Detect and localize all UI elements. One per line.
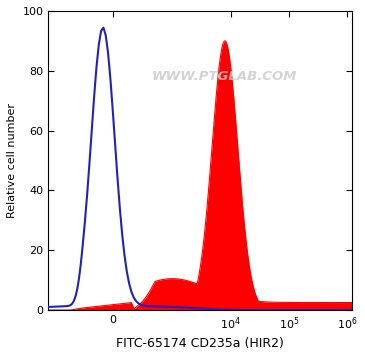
Text: WWW.PTGLAB.COM: WWW.PTGLAB.COM <box>152 70 297 83</box>
Y-axis label: Relative cell number: Relative cell number <box>7 103 17 218</box>
X-axis label: FITC-65174 CD235a (HIR2): FITC-65174 CD235a (HIR2) <box>116 337 284 350</box>
